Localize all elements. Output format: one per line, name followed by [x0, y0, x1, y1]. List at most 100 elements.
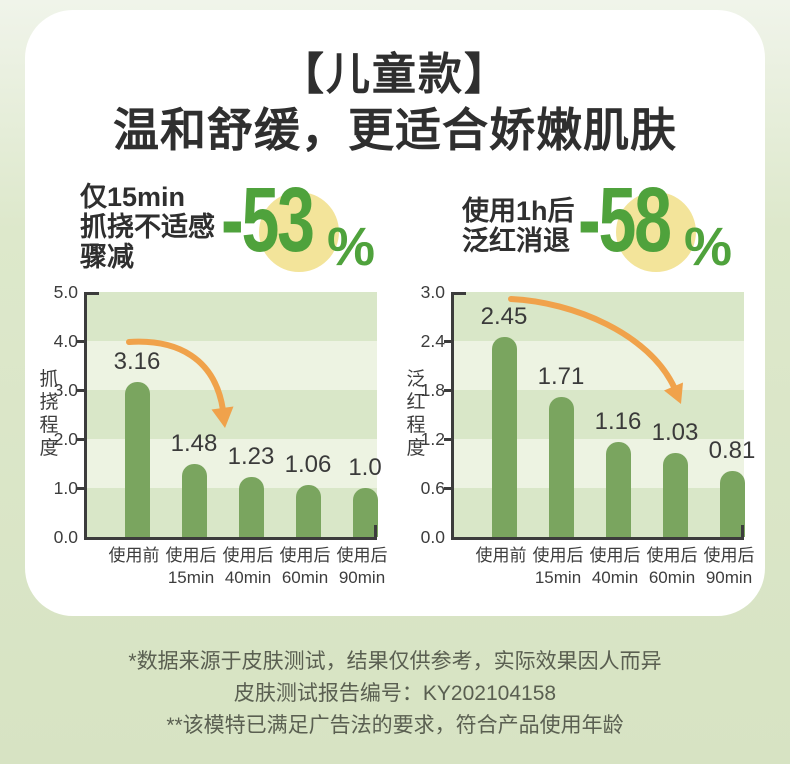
bar-value-label: 1.06: [284, 451, 332, 479]
y-tick-label: 3.0: [53, 380, 78, 400]
bar-value-label: 2.45: [480, 302, 528, 330]
bar-value-label: 1.71: [537, 363, 585, 391]
stat-left-value-block: -53 %: [221, 172, 421, 282]
y-tick-label: 4.0: [53, 331, 78, 351]
axis-top-cap: [454, 292, 466, 295]
y-axis-title-char: 度: [39, 438, 59, 459]
y-tick-mark: [444, 438, 451, 441]
y-tick-mark: [77, 487, 84, 490]
y-tick-label: 2.4: [420, 331, 445, 351]
trend-arrow-icon: [126, 338, 234, 428]
x-category-label: 使用后 15min: [165, 546, 217, 587]
y-tick-label: 0.6: [420, 478, 445, 498]
bar: [548, 397, 574, 537]
plot-area: 2.45 1.71 1.16 1.03 0.81: [444, 292, 755, 540]
footnote-3: **该模特已满足广告法的要求，符合产品使用年龄: [166, 714, 624, 737]
bar-value-label: 1.23: [227, 442, 275, 470]
grid-band: [87, 341, 377, 390]
stat-right-line-2: 泛红消退: [462, 226, 570, 256]
y-tick-labels: 3.0 2.4 1.8 1.2 0.6 0.0: [407, 282, 445, 547]
bar: [605, 442, 631, 537]
footnotes: *数据来源于皮肤测试，结果仅供参考，实际效果因人而异 皮肤测试报告编号：KY20…: [0, 646, 790, 742]
y-tick-mark: [444, 487, 451, 490]
y-axis-title-char: 红: [406, 392, 426, 413]
x-category-label: 使用后 15min: [532, 546, 584, 587]
bar: [238, 476, 264, 537]
y-axis-title-char: 抓: [39, 369, 59, 390]
yellow-circle-decoration: [616, 192, 696, 272]
yellow-circle-decoration: [259, 192, 339, 272]
y-axis-title-char: 程: [406, 415, 426, 436]
y-tick-label: 1.8: [420, 380, 445, 400]
bar: [662, 452, 688, 537]
y-tick-labels: 5.0 4.0 3.0 2.0 1.0 0.0: [40, 282, 78, 547]
axis-right-cap: [374, 525, 377, 537]
bar-value-label: 3.16: [113, 348, 161, 376]
bar: [181, 464, 207, 537]
x-category-label: 使用前: [475, 546, 527, 565]
content-card: 【儿童款】 温和舒缓，更适合娇嫩肌肤 仅15min 抓挠不适感 骤减 -53 %…: [25, 10, 765, 616]
y-tick-label: 0.0: [420, 527, 445, 547]
stat-right-value: -58: [578, 169, 672, 271]
x-category-label: 使用后 40min: [589, 546, 641, 587]
y-tick-label: 1.0: [53, 478, 78, 498]
x-category-label: 使用后 90min: [336, 546, 388, 587]
y-tick-mark: [444, 340, 451, 343]
stat-right-line-1: 使用1h后: [462, 196, 575, 226]
x-category-label: 使用后 40min: [222, 546, 274, 587]
bar: [295, 485, 321, 537]
bar: [352, 488, 378, 537]
y-tick-mark: [77, 340, 84, 343]
footnote-1: *数据来源于皮肤测试，结果仅供参考，实际效果因人而异: [128, 650, 662, 673]
x-category-label: 使用后 60min: [279, 546, 331, 587]
x-axis-labels: 使用前 使用后 15min 使用后 40min 使用后 60min 使用后 90min: [84, 545, 388, 595]
stat-left-line-2: 抓挠不适感: [80, 212, 215, 242]
stat-left-line-3: 骤减: [80, 242, 134, 272]
trend-arrow-icon: [508, 296, 683, 404]
bar: [491, 336, 517, 537]
y-tick-label: 3.0: [420, 282, 445, 302]
y-tick-label: 1.2: [420, 429, 445, 449]
stat-left-caption: 仅15min 抓挠不适感 骤减: [80, 182, 215, 272]
grid-band: [87, 292, 377, 341]
page-title: 【儿童款】: [280, 50, 510, 99]
page-subtitle: 温和舒缓，更适合娇嫩肌肤: [113, 104, 677, 156]
stat-left-line-1: 仅15min: [80, 182, 186, 212]
axis-top-cap: [87, 292, 99, 295]
chart-scratch-degree: 抓挠程度 5.0 4.0 3.0 2.0 1.0 0.0 3.16 1.48 1.23 1.06…: [37, 282, 405, 612]
y-axis-title: 抓挠程度: [37, 368, 61, 460]
y-tick-label: 5.0: [53, 282, 78, 302]
y-tick-mark: [77, 389, 84, 392]
bar: [124, 382, 150, 537]
bar-value-label: 1.0: [348, 454, 382, 481]
bar-value-label: 1.16: [594, 408, 642, 436]
axis-right-cap: [741, 525, 744, 537]
grid-band: [454, 292, 744, 341]
x-category-label: 使用后 60min: [646, 546, 698, 587]
footnote-2: 皮肤测试报告编号：KY202104158: [233, 682, 557, 705]
bar: [719, 470, 745, 537]
y-tick-label: 2.0: [53, 429, 78, 449]
stat-right-unit: %: [684, 217, 733, 277]
plot-area: 3.16 1.48 1.23 1.06 1.0: [77, 292, 382, 540]
chart-redness-degree: 泛红程度 3.0 2.4 1.8 1.2 0.6 0.0 2.45 1.71 1.16 1.03…: [404, 282, 772, 612]
y-axis-title-char: 泛: [406, 369, 426, 390]
stat-left-value: -53: [221, 169, 315, 271]
y-tick-mark: [77, 438, 84, 441]
stat-left-unit: %: [327, 217, 376, 277]
bar-value-label: 1.03: [651, 418, 699, 446]
y-axis-title-char: 挠: [39, 392, 59, 413]
x-category-label: 使用前: [108, 546, 160, 565]
y-axis-title-char: 度: [406, 438, 426, 459]
y-tick-mark: [444, 389, 451, 392]
y-axis-title: 泛红程度: [404, 368, 428, 460]
y-tick-label: 0.0: [53, 527, 78, 547]
x-category-label: 使用后 90min: [703, 546, 755, 587]
stat-right-caption: 使用1h后 泛红消退: [462, 196, 575, 256]
bar-value-label: 1.48: [170, 430, 218, 458]
bar-value-label: 0.81: [708, 436, 756, 464]
x-axis-labels: 使用前 使用后 15min 使用后 40min 使用后 60min 使用后 90min: [451, 545, 755, 595]
stat-right-value-block: -58 %: [578, 172, 778, 282]
y-axis-title-char: 程: [39, 415, 59, 436]
